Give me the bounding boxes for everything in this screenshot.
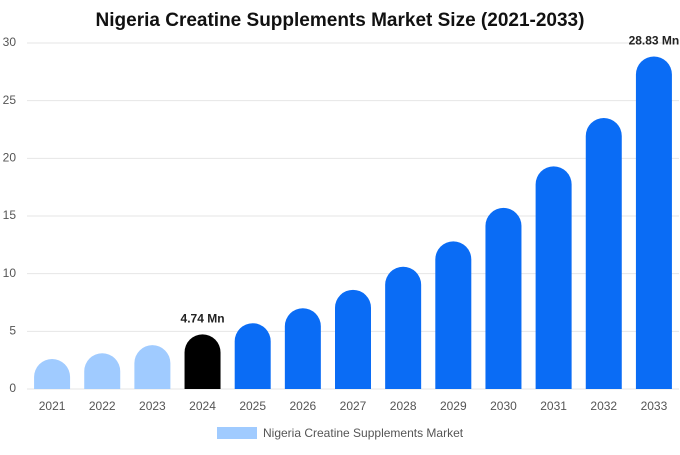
y-tick-label: 30 xyxy=(3,35,17,49)
bar xyxy=(635,56,672,389)
y-tick-label: 5 xyxy=(9,324,16,338)
x-tick-label: 2030 xyxy=(490,399,517,413)
y-tick-label: 10 xyxy=(3,266,17,280)
y-tick-label: 0 xyxy=(9,381,16,395)
bar xyxy=(284,308,321,389)
x-tick-label: 2029 xyxy=(440,399,467,413)
bar xyxy=(385,266,422,389)
bar xyxy=(34,359,71,389)
bar xyxy=(84,353,121,389)
x-tick-label: 2024 xyxy=(189,399,216,413)
x-tick-label: 2022 xyxy=(89,399,116,413)
x-tick-label: 2021 xyxy=(39,399,66,413)
x-tick-label: 2026 xyxy=(289,399,316,413)
legend-label: Nigeria Creatine Supplements Market xyxy=(263,426,464,440)
legend-swatch xyxy=(217,427,257,439)
y-tick-label: 20 xyxy=(3,151,17,165)
bar xyxy=(585,117,622,389)
bar xyxy=(234,323,271,389)
bar xyxy=(435,241,472,389)
x-tick-label: 2023 xyxy=(139,399,166,413)
x-tick-label: 2028 xyxy=(390,399,417,413)
bar xyxy=(184,334,221,389)
y-tick-label: 15 xyxy=(3,208,17,222)
bar xyxy=(335,289,371,389)
bar xyxy=(535,166,572,389)
x-tick-label: 2031 xyxy=(540,399,567,413)
chart-title: Nigeria Creatine Supplements Market Size… xyxy=(96,10,585,31)
bar xyxy=(485,207,522,389)
x-tick-label: 2033 xyxy=(641,399,668,413)
y-tick-label: 25 xyxy=(3,93,17,107)
x-tick-label: 2032 xyxy=(590,399,617,413)
x-tick-label: 2027 xyxy=(340,399,367,413)
value-label: 4.74 Mn xyxy=(181,312,225,326)
x-tick-label: 2025 xyxy=(239,399,266,413)
value-label: 28.83 Mn xyxy=(629,34,680,48)
bar xyxy=(134,345,171,389)
